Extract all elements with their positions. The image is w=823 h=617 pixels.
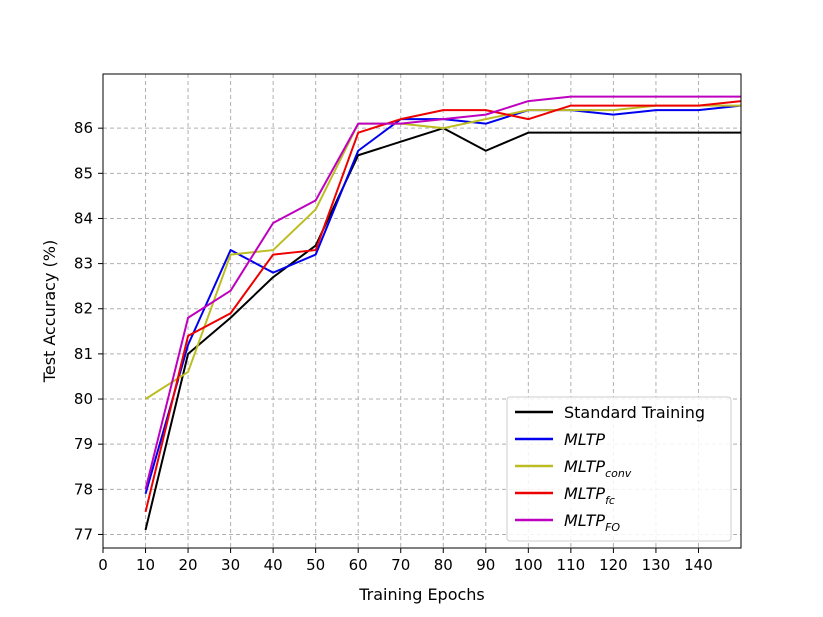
y-tick-label: 81 — [74, 345, 93, 363]
x-tick-label: 0 — [98, 556, 108, 574]
legend-entry: MLTPFO — [564, 511, 620, 534]
legend-label-subscript: fc — [605, 494, 615, 507]
y-tick-label: 82 — [74, 300, 93, 318]
x-tick-label: 90 — [476, 556, 495, 574]
plot-frame — [102, 73, 742, 549]
x-tick-label: 130 — [642, 556, 671, 574]
y-tick-label: 85 — [74, 164, 93, 182]
x-tick-label: 60 — [349, 556, 368, 574]
legend-box — [506, 396, 732, 542]
y-tick-label: 79 — [74, 435, 93, 453]
x-tick-label: 140 — [684, 556, 713, 574]
legend-entry: Standard Training — [564, 403, 705, 422]
y-tick-label: 84 — [74, 209, 93, 227]
x-tick-label: 30 — [221, 556, 240, 574]
y-tick-label: 80 — [74, 390, 93, 408]
x-tick-label: 80 — [434, 556, 453, 574]
y-tick-label: 83 — [74, 255, 93, 273]
x-tick-label: 110 — [557, 556, 586, 574]
x-tick-label: 70 — [391, 556, 410, 574]
legend-label-subscript: FO — [605, 521, 620, 534]
grid-lines — [102, 74, 741, 548]
legend-entry: MLTPfc — [564, 484, 615, 507]
x-tick-label: 10 — [136, 556, 155, 574]
y-tick-label: 78 — [74, 480, 93, 498]
x-tick-label: 100 — [514, 556, 543, 574]
y-tick-label: 77 — [74, 525, 93, 543]
x-axis-label: Training Epochs — [358, 585, 485, 604]
y-tick-label: 86 — [74, 119, 93, 137]
legend-label: MLTP — [564, 457, 605, 476]
legend-entry: MLTP — [564, 430, 605, 449]
y-axis-label: Test Accuracy (%) — [40, 240, 59, 383]
legend: Standard TrainingMLTPMLTPconvMLTPfcMLTPF… — [506, 396, 732, 542]
legend-label: MLTP — [564, 430, 605, 449]
x-tick-label: 20 — [179, 556, 198, 574]
x-tick-label: 120 — [599, 556, 628, 574]
legend-label: Standard Training — [564, 403, 705, 422]
x-tick-label: 40 — [264, 556, 283, 574]
legend-label-subscript: conv — [605, 467, 632, 480]
x-tick-label: 50 — [306, 556, 325, 574]
axis-ticks: 0 10 20 30 40 50 60 70 80 90 100 110 120 130 140 77 78 79… — [74, 119, 713, 574]
legend-label: MLTP — [564, 511, 605, 530]
series-lines — [144, 95, 742, 531]
legend-entry: MLTPconv — [564, 457, 632, 480]
legend-label: MLTP — [564, 484, 605, 503]
